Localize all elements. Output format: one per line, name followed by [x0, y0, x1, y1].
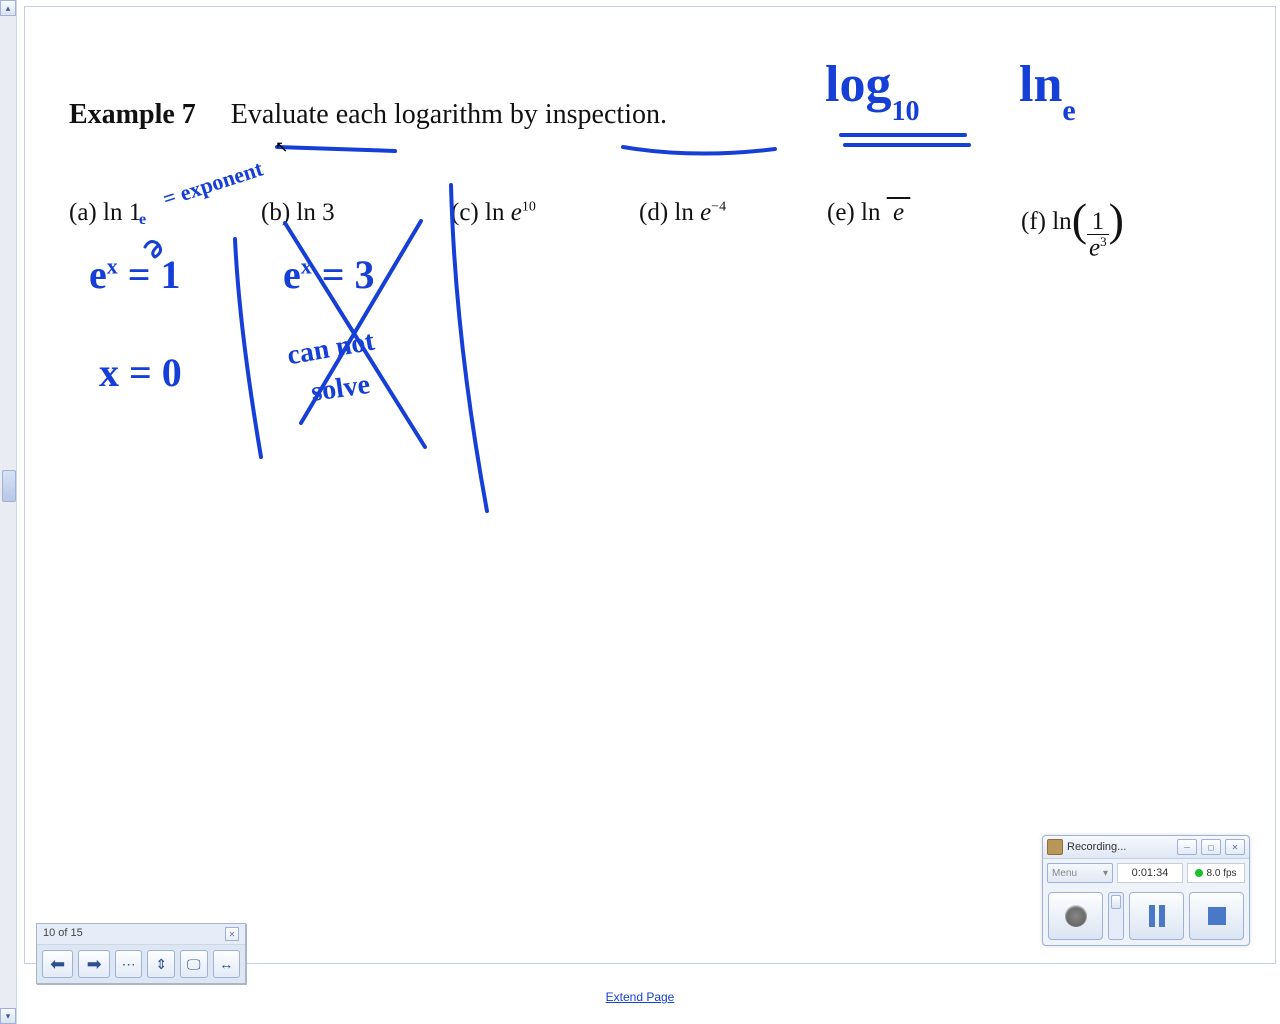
fullscreen-button[interactable]: 🖵	[180, 950, 208, 978]
recording-widget: Recording... ─ ◻ ✕ Menu▾ 0:01:34 8.0 fps	[1042, 835, 1250, 946]
page-nav-toolbar: 10 of 15 ✕ ⬅ ➡ ⋯ ⇕ 🖵 ↔	[36, 923, 246, 984]
page-nav-label-row: 10 of 15 ✕	[37, 924, 245, 945]
recording-volume-slider[interactable]	[1108, 892, 1124, 940]
stop-button[interactable]	[1189, 892, 1244, 940]
vertical-scrollbar[interactable]: ▴ ▾	[0, 0, 17, 1024]
recording-status-icon	[1195, 869, 1203, 877]
nav-tools: ⬅ ➡ ⋯ ⇕ 🖵 ↔	[37, 945, 245, 983]
fit-width-button[interactable]: ↔	[213, 950, 241, 978]
scroll-down-button[interactable]: ▾	[0, 1008, 16, 1024]
page-counter: 10 of 15	[43, 927, 83, 941]
nav-close-button[interactable]: ✕	[225, 927, 239, 941]
record-button[interactable]	[1048, 892, 1103, 940]
scroll-up-button[interactable]: ▴	[0, 0, 16, 16]
page-content: Example 7 Evaluate each logarithm by ins…	[25, 7, 1275, 963]
recording-titlebar[interactable]: Recording... ─ ◻ ✕	[1043, 836, 1249, 859]
recording-title: Recording...	[1067, 841, 1126, 853]
recording-app-icon	[1047, 839, 1063, 855]
minimize-button[interactable]: ─	[1177, 839, 1197, 855]
pause-button[interactable]	[1129, 892, 1184, 940]
mouse-cursor-icon: ↖	[275, 137, 288, 157]
close-button[interactable]: ✕	[1225, 839, 1245, 855]
more-button[interactable]: ⋯	[115, 950, 143, 978]
recording-fps: 8.0 fps	[1187, 863, 1245, 883]
recording-time: 0:01:34	[1117, 863, 1183, 883]
fit-page-button[interactable]: ⇕	[147, 950, 175, 978]
maximize-button[interactable]: ◻	[1201, 839, 1221, 855]
scroll-thumb[interactable]	[2, 470, 16, 502]
next-page-button[interactable]: ➡	[78, 950, 109, 978]
recording-menu-dropdown[interactable]: Menu▾	[1047, 863, 1113, 883]
document-page: Example 7 Evaluate each logarithm by ins…	[24, 6, 1276, 964]
prev-page-button[interactable]: ⬅	[42, 950, 73, 978]
extend-page-link[interactable]: Extend Page	[606, 990, 675, 1004]
